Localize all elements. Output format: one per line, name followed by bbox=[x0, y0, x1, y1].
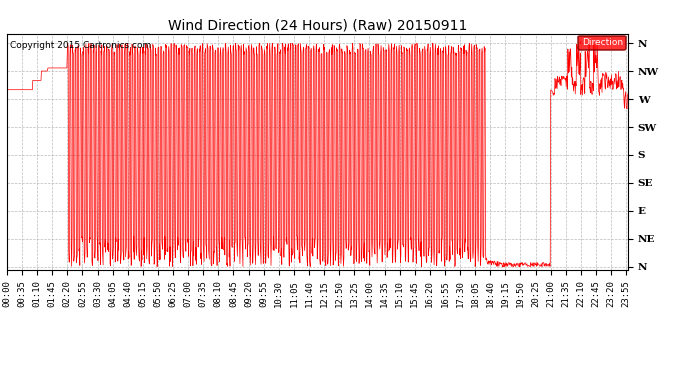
Text: Copyright 2015 Cartronics.com: Copyright 2015 Cartronics.com bbox=[10, 41, 151, 50]
Title: Wind Direction (24 Hours) (Raw) 20150911: Wind Direction (24 Hours) (Raw) 20150911 bbox=[168, 19, 467, 33]
Legend: Direction: Direction bbox=[578, 36, 626, 50]
